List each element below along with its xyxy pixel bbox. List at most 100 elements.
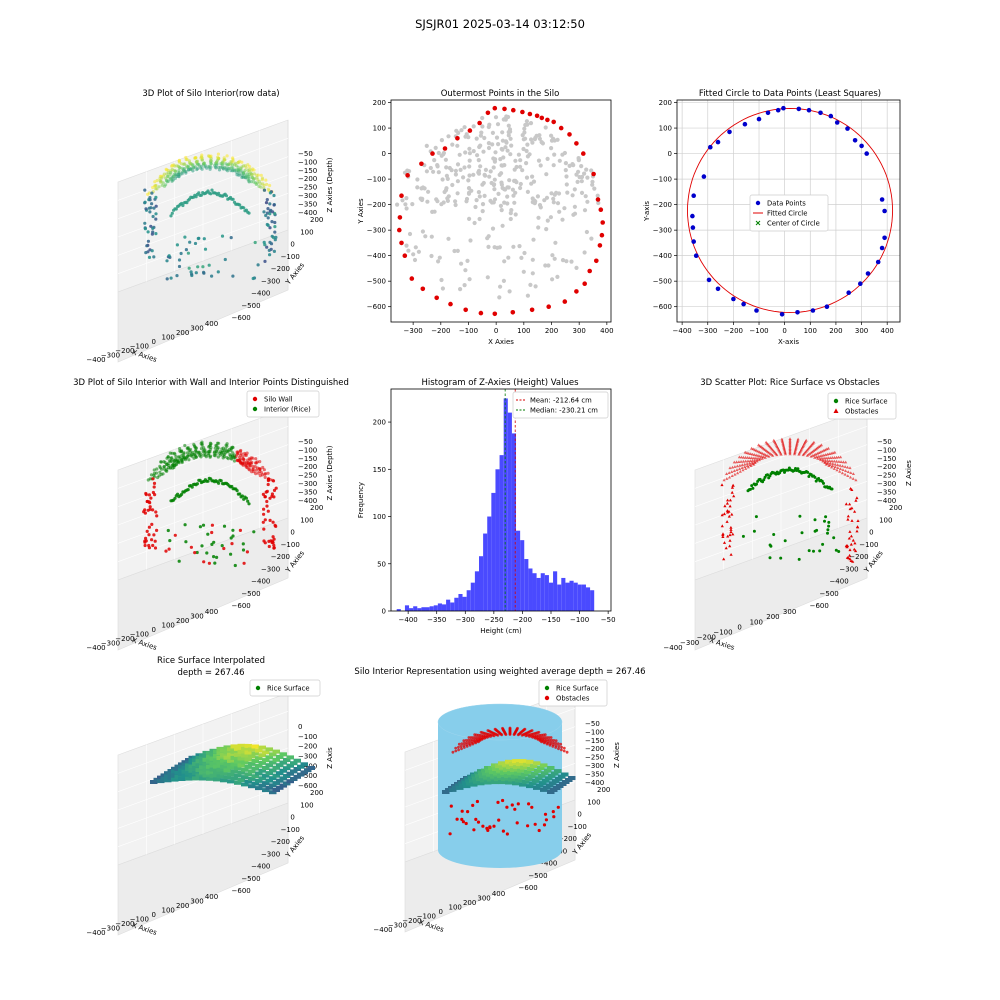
inner-point (467, 151, 472, 156)
surface-patch (209, 773, 217, 778)
surface-patch (539, 781, 547, 786)
inner-point (476, 158, 481, 163)
data-point (152, 481, 157, 485)
obstacle-point (743, 450, 747, 454)
obstacle-point (545, 738, 549, 741)
data-point (256, 173, 260, 177)
data-point (267, 248, 271, 252)
obstacle-point (493, 727, 497, 731)
data-point (244, 166, 248, 170)
data-point (272, 543, 276, 547)
y-tick-label: 0 (577, 811, 581, 819)
obstacle-point (728, 533, 732, 537)
inner-point (585, 199, 590, 204)
obstacle-point (757, 458, 761, 462)
surface-patch (199, 765, 207, 770)
inner-point (462, 283, 467, 288)
surface-patch (276, 755, 284, 759)
data-point (165, 277, 169, 281)
data-point (241, 548, 246, 552)
data-point (215, 449, 219, 453)
surface-patch (540, 787, 548, 792)
x-tick-label: 300 (572, 327, 585, 335)
surface-patch (220, 778, 228, 783)
data-point (231, 445, 235, 450)
inner-point (445, 198, 450, 203)
data-point (272, 203, 276, 207)
obstacle-point (731, 532, 735, 536)
rice-point (781, 468, 785, 472)
obstacle-point (729, 525, 733, 529)
data-point (236, 168, 240, 172)
surface-patch (255, 756, 263, 761)
y-tick-label: −300 (261, 850, 280, 858)
surface-patch (552, 779, 560, 784)
legend-marker (255, 685, 261, 691)
x-tick-label: 0 (737, 623, 741, 631)
x-tick-label: 0 (494, 327, 498, 335)
y-tick-label: 100 (587, 798, 600, 806)
data-point (175, 274, 179, 278)
data-point (193, 241, 198, 246)
data-point (217, 481, 221, 485)
inner-point (511, 244, 516, 249)
inner-point (533, 284, 538, 289)
data-point (264, 178, 268, 182)
data-point (262, 240, 266, 244)
inner-point (503, 145, 508, 150)
data-point (262, 527, 266, 531)
z-tick-label: −50 (585, 720, 600, 728)
data-point (259, 173, 263, 177)
gridline (694, 499, 868, 562)
obstacle-point (523, 727, 527, 731)
outer-point (591, 171, 596, 177)
obstacle-point (720, 483, 724, 487)
axes-frame (676, 99, 901, 323)
data-point (220, 450, 224, 454)
obstacle-point (543, 812, 548, 816)
inner-point (491, 165, 496, 170)
surface-patch (150, 780, 158, 784)
inner-point (492, 177, 497, 182)
data-point (177, 258, 182, 262)
rice-point (798, 514, 802, 518)
inner-point (521, 146, 526, 152)
data-point (165, 462, 169, 467)
obstacle-point (762, 452, 766, 456)
inner-point (471, 124, 476, 129)
data-point (875, 259, 881, 265)
surface-patch (522, 779, 530, 784)
inner-point (441, 152, 446, 157)
data-point (693, 253, 699, 258)
outer-point (598, 207, 604, 212)
inner-point (584, 229, 590, 235)
data-point (209, 162, 213, 166)
inner-point (429, 253, 434, 259)
inner-point (552, 256, 557, 261)
inner-point (571, 212, 576, 217)
surface-patch (234, 752, 242, 757)
obstacle-point (727, 510, 731, 513)
surface-patch (265, 763, 273, 768)
outer-point (409, 276, 415, 281)
data-point (239, 448, 243, 453)
rice-point (813, 475, 817, 479)
inner-point (522, 130, 527, 135)
obstacle-point (823, 460, 827, 464)
data-point (154, 187, 158, 191)
inner-point (499, 171, 504, 176)
surface-patch (279, 783, 287, 788)
data-point (247, 211, 251, 215)
obstacle-point (724, 546, 728, 550)
surface-patch (492, 767, 500, 771)
inner-point (513, 212, 518, 217)
rice-point (768, 543, 772, 547)
inner-point (572, 187, 577, 192)
surface-patch (533, 761, 541, 766)
data-point (268, 212, 272, 216)
obstacle-point (746, 465, 750, 469)
obstacle-point (848, 507, 852, 511)
z-tick-label: −100 (585, 728, 604, 736)
obstacle-point (841, 468, 845, 471)
y-tick-label: −300 (653, 227, 672, 235)
